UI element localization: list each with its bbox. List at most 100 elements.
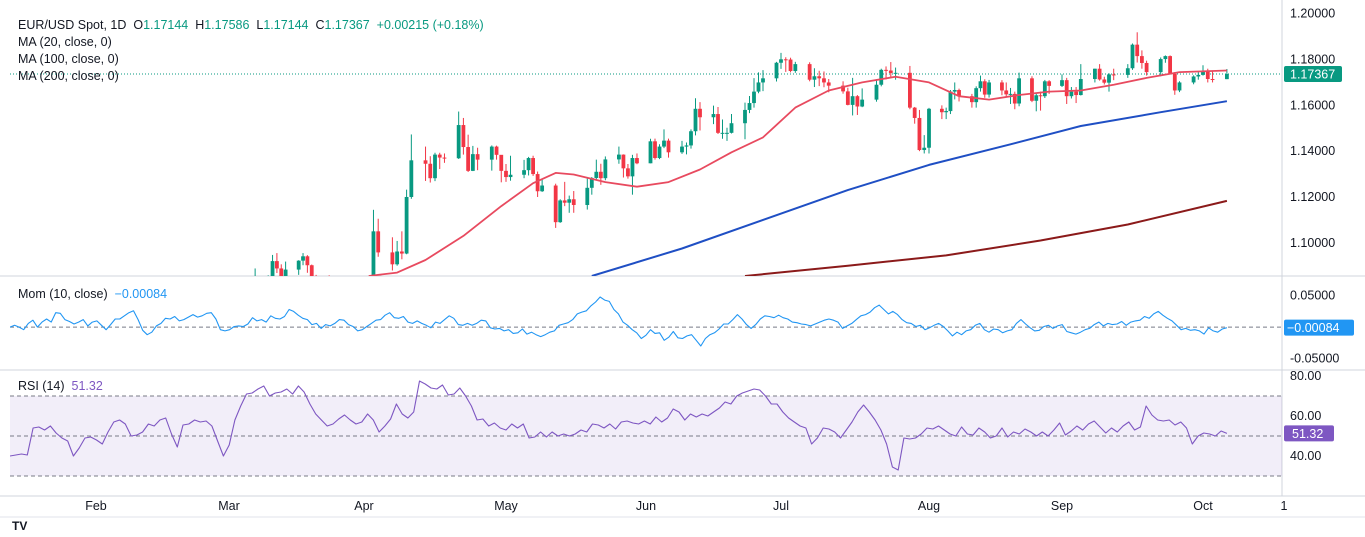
candle-body <box>603 159 608 179</box>
candle-body <box>1069 91 1074 97</box>
candle-body <box>826 82 831 86</box>
candle-body <box>1196 74 1201 77</box>
candle-body <box>371 231 376 276</box>
candle-body <box>908 72 912 108</box>
candle-body <box>253 281 257 293</box>
candle-body <box>1130 44 1135 69</box>
mom-badge <box>1284 319 1354 336</box>
candle-body <box>189 358 193 366</box>
rsi-line <box>10 380 1228 471</box>
mom-legend-name: Mom (10, close) <box>18 287 108 301</box>
time-axis-tick-label: Apr <box>354 499 373 513</box>
candle-body <box>812 76 817 80</box>
time-axis-tick-label: 1 <box>1281 499 1288 513</box>
candle-body <box>648 141 653 164</box>
candle-body <box>698 108 702 118</box>
candle-body <box>340 289 344 300</box>
candle-body <box>912 107 917 118</box>
time-axis-tick-label: May <box>494 499 518 513</box>
candle-body <box>466 147 471 171</box>
candle-body <box>395 251 400 265</box>
candle-body <box>1158 59 1163 73</box>
candle-body <box>358 283 362 285</box>
candle-body <box>461 125 466 148</box>
close-value: 1.17367 <box>324 18 370 32</box>
candle-body <box>1163 56 1168 60</box>
price-axis-tick-label: 1.14000 <box>1290 144 1335 158</box>
candle-body <box>442 157 447 159</box>
price-axis-tick-label: 1.18000 <box>1290 53 1335 67</box>
candle-body <box>1060 80 1064 86</box>
candle-body <box>279 268 284 276</box>
candle-body <box>423 160 428 164</box>
candle-body <box>783 59 788 61</box>
candle-body <box>1008 93 1013 95</box>
candle-body <box>535 174 540 192</box>
candle-body <box>1000 82 1004 91</box>
candle-body <box>987 82 991 95</box>
candle-body <box>1042 81 1047 97</box>
candle-body <box>437 154 442 158</box>
candle-body <box>693 108 698 132</box>
candle-body <box>301 256 305 261</box>
candle-body <box>245 291 249 329</box>
candle-body <box>982 81 987 95</box>
candle-body <box>841 85 845 92</box>
candle-body <box>952 90 957 92</box>
candle-body <box>567 199 572 203</box>
candle-body <box>1107 74 1111 83</box>
mom-plot <box>10 296 1282 347</box>
candle-body <box>884 69 888 71</box>
candle-body <box>367 277 371 291</box>
candle-body <box>540 185 545 192</box>
candle-body <box>1102 79 1107 83</box>
candle-body <box>888 70 893 74</box>
candle-body <box>249 291 253 293</box>
rsi-badge <box>1284 425 1334 442</box>
candle-body <box>653 141 657 159</box>
candle-body <box>327 285 331 288</box>
candle-body <box>336 291 340 300</box>
candle-body <box>208 354 212 365</box>
candle-body <box>585 187 590 205</box>
rsi-axis-tick-label: 40.00 <box>1290 449 1321 463</box>
candle-body <box>494 146 499 155</box>
candle-body <box>475 154 480 160</box>
candle-body <box>948 91 953 112</box>
candle-body <box>266 281 270 282</box>
candle-body <box>927 108 931 148</box>
candle-body <box>1172 73 1177 91</box>
candle-body <box>747 103 752 110</box>
candle-body <box>743 109 747 124</box>
mom-legend: Mom (10, close) −0.00084 <box>18 286 167 303</box>
candle-body <box>893 72 898 74</box>
open-key: O <box>133 18 144 32</box>
candle-body <box>689 131 693 146</box>
price-axis-tick-label: 1.16000 <box>1290 98 1335 112</box>
candle-body <box>1201 71 1205 75</box>
ma200-line <box>744 199 1228 276</box>
candle-body <box>296 260 301 270</box>
candle-body <box>504 170 508 178</box>
candle-body <box>470 154 475 171</box>
candle-body <box>522 170 526 175</box>
time-axis-tick-label: Jul <box>773 499 789 513</box>
candle-body <box>489 146 494 160</box>
candle-body <box>617 154 621 160</box>
candle-body <box>1078 79 1083 96</box>
rsi-axis-tick-label: 60.00 <box>1290 409 1321 423</box>
candle-body <box>761 78 765 83</box>
candle-body <box>399 251 404 254</box>
candle-body <box>1034 95 1039 101</box>
candle-body <box>1191 76 1196 83</box>
candle-body <box>409 160 414 197</box>
candle-body <box>428 163 433 179</box>
tradingview-logo: TV <box>12 519 28 533</box>
candle-body <box>970 96 974 103</box>
candle-body <box>1111 74 1116 76</box>
candle-body <box>1030 78 1034 101</box>
candle-body <box>1168 56 1172 74</box>
candle-body <box>283 269 288 276</box>
candle-body <box>626 168 630 177</box>
